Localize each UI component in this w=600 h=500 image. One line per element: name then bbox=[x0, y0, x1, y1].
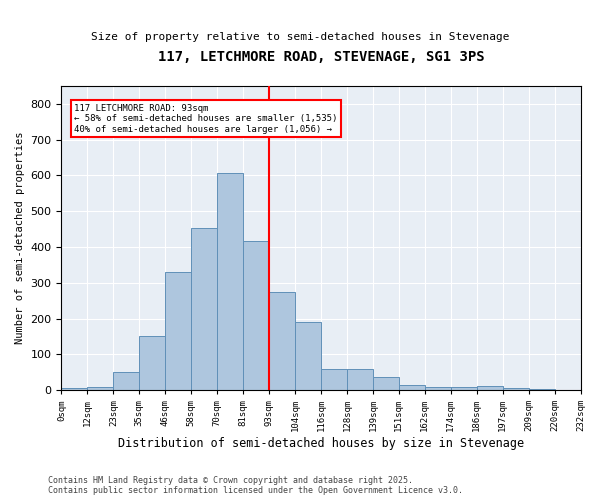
Bar bbox=[61, 388, 88, 390]
Bar bbox=[399, 385, 425, 390]
Bar bbox=[165, 272, 191, 390]
Text: Contains HM Land Registry data © Crown copyright and database right 2025.
Contai: Contains HM Land Registry data © Crown c… bbox=[48, 476, 463, 495]
Bar bbox=[529, 389, 554, 390]
Y-axis label: Number of semi-detached properties: Number of semi-detached properties bbox=[15, 132, 25, 344]
X-axis label: Distribution of semi-detached houses by size in Stevenage: Distribution of semi-detached houses by … bbox=[118, 437, 524, 450]
Bar bbox=[373, 376, 399, 390]
Bar bbox=[476, 386, 503, 390]
Bar bbox=[269, 292, 295, 390]
Bar bbox=[451, 386, 476, 390]
Bar bbox=[321, 370, 347, 390]
Bar bbox=[217, 172, 243, 390]
Bar bbox=[88, 388, 113, 390]
Bar bbox=[347, 370, 373, 390]
Title: 117, LETCHMORE ROAD, STEVENAGE, SG1 3PS: 117, LETCHMORE ROAD, STEVENAGE, SG1 3PS bbox=[158, 50, 484, 64]
Bar bbox=[295, 322, 321, 390]
Bar bbox=[139, 336, 165, 390]
Bar bbox=[425, 386, 451, 390]
Bar bbox=[243, 240, 269, 390]
Bar bbox=[191, 228, 217, 390]
Text: Size of property relative to semi-detached houses in Stevenage: Size of property relative to semi-detach… bbox=[91, 32, 509, 42]
Bar bbox=[113, 372, 139, 390]
Text: 117 LETCHMORE ROAD: 93sqm
← 58% of semi-detached houses are smaller (1,535)
40% : 117 LETCHMORE ROAD: 93sqm ← 58% of semi-… bbox=[74, 104, 338, 134]
Bar bbox=[503, 388, 529, 390]
